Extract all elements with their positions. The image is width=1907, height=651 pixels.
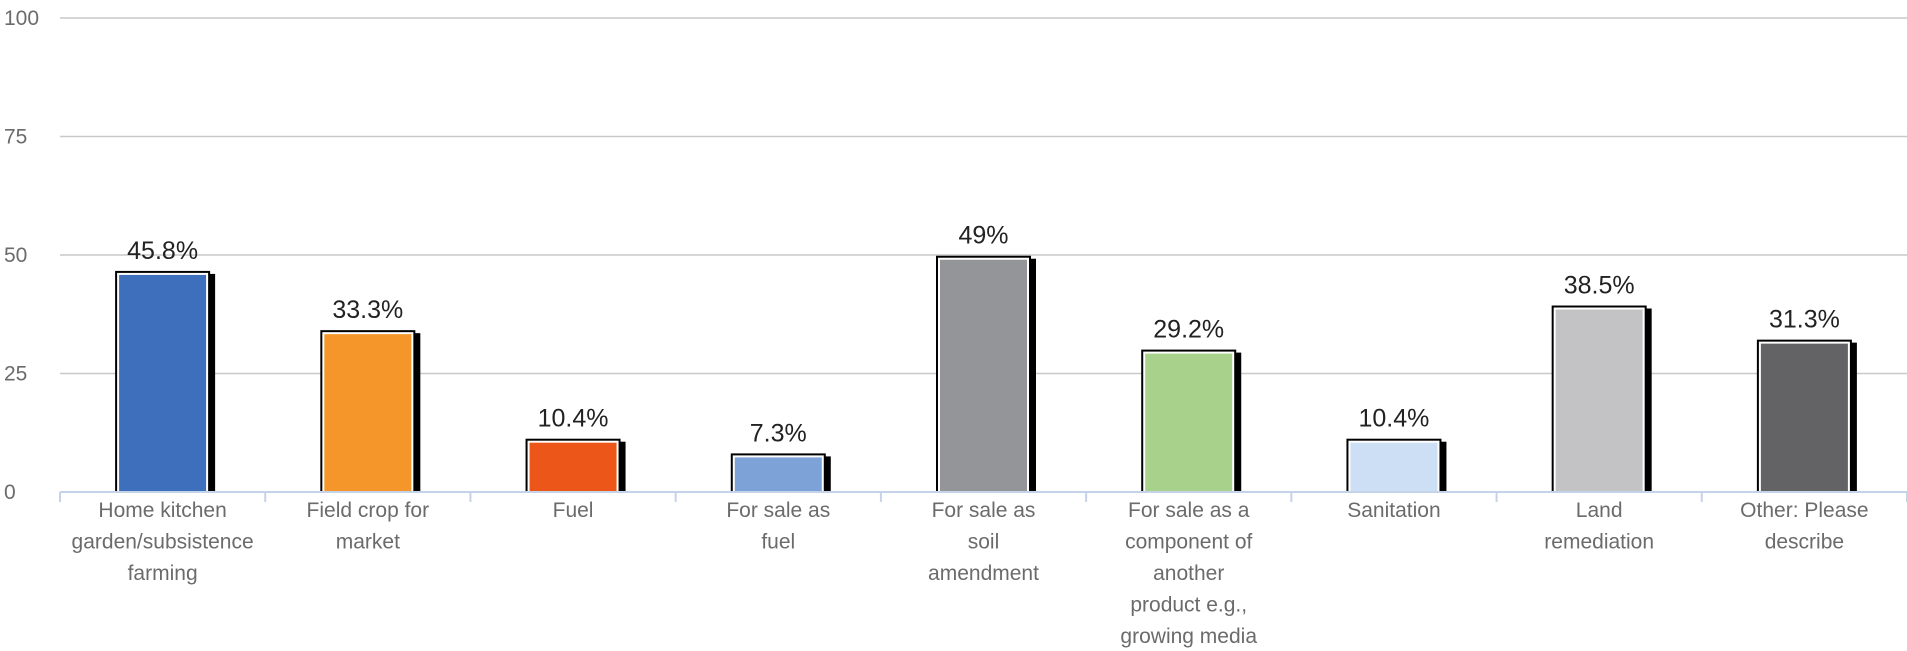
x-category-label-line: another	[1153, 562, 1224, 585]
y-tick-label: 50	[4, 244, 27, 267]
data-labels: 45.8% 33.3% 10.4% 7.3% 49% 29.2% 10.4% 38.5% 31.…	[127, 222, 1840, 448]
x-category-label-line: remediation	[1544, 531, 1654, 554]
x-category-label: Field crop for market	[307, 499, 430, 554]
y-tick-label: 100	[4, 7, 39, 30]
x-category-label-line: Field crop for	[307, 499, 430, 522]
x-category-label: Other: Please describe	[1740, 499, 1868, 554]
bar	[115, 270, 216, 493]
x-category-label-line: component of	[1125, 531, 1252, 554]
x-category-label: For sale as soil amendment	[928, 499, 1039, 585]
bar-fill	[117, 272, 209, 493]
data-label: 29.2%	[1153, 316, 1224, 344]
bar	[936, 255, 1036, 493]
x-category-label-line: describe	[1765, 531, 1844, 554]
data-label: 38.5%	[1564, 272, 1635, 300]
bar-fill	[732, 455, 824, 494]
data-label: 49%	[958, 222, 1008, 250]
y-tick-label: 25	[4, 363, 27, 386]
bar	[1141, 349, 1242, 494]
x-category-label: Fuel	[553, 499, 594, 522]
x-category-label-line: For sale as a	[1128, 499, 1250, 522]
bar-fill	[1143, 351, 1235, 494]
bar-fill	[1758, 341, 1850, 493]
bar	[320, 330, 421, 493]
bar-fill	[1553, 307, 1645, 494]
x-category-label: Land remediation	[1544, 499, 1654, 554]
bar-fill	[938, 257, 1029, 493]
x-category-label-line: Other: Please	[1740, 499, 1868, 522]
x-category-label-line: product e.g.,	[1130, 594, 1247, 617]
x-category-label: Sanitation	[1347, 499, 1440, 522]
bar	[1346, 438, 1447, 494]
data-label: 45.8%	[127, 237, 198, 265]
x-category-label-line: amendment	[928, 562, 1039, 585]
y-axis-tick-labels: 0 25 50 75 100	[4, 7, 39, 504]
bars	[115, 255, 1857, 494]
x-category-label-line: For sale as	[932, 499, 1036, 522]
bar	[730, 453, 831, 494]
x-category-label-line: market	[336, 531, 400, 554]
data-label: 7.3%	[750, 419, 807, 447]
x-category-label-line: For sale as	[726, 499, 830, 522]
bar	[1756, 339, 1857, 493]
data-label: 10.4%	[538, 405, 609, 433]
data-label: 10.4%	[1358, 405, 1429, 433]
x-category-label-line: Home kitchen	[98, 499, 226, 522]
x-category-label: Home kitchen garden/subsistence farming	[72, 499, 254, 585]
bar	[1551, 305, 1652, 494]
y-tick-label: 0	[4, 481, 16, 504]
x-category-label-line: Land	[1576, 499, 1623, 522]
x-category-label-line: soil	[968, 531, 1000, 554]
bar	[525, 438, 626, 494]
x-axis-category-labels: Home kitchen garden/subsistence farming Fie…	[72, 499, 1869, 648]
data-label: 33.3%	[332, 296, 403, 324]
x-category-label-line: Sanitation	[1347, 499, 1440, 522]
y-tick-label: 75	[4, 126, 27, 149]
x-category-label: For sale as fuel	[726, 499, 830, 554]
x-category-label-line: Fuel	[553, 499, 594, 522]
bar-fill	[527, 440, 619, 494]
x-category-label-line: fuel	[761, 531, 795, 554]
bar-fill	[322, 332, 414, 493]
bar-fill	[1348, 440, 1440, 494]
x-category-label-line: garden/subsistence	[72, 531, 254, 554]
data-label: 31.3%	[1769, 306, 1840, 334]
x-axis	[59, 491, 1907, 502]
x-category-label-line: growing media	[1120, 625, 1257, 648]
x-category-label: For sale as a component of another product …	[1120, 499, 1257, 648]
x-category-label-line: farming	[128, 562, 198, 585]
